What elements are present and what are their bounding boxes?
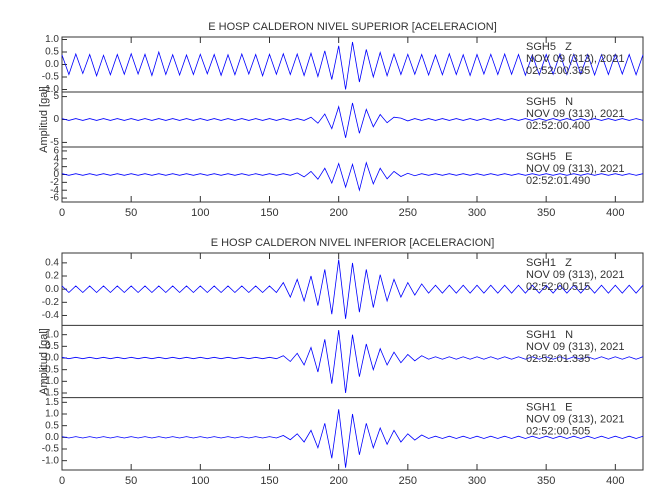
time-label: 02:52:01.335 [526, 353, 590, 365]
trace [61, 259, 644, 319]
x-tick-label: 100 [191, 207, 209, 219]
y-tick-label: 0 [53, 169, 59, 180]
y-tick-label: 1.0 [45, 34, 59, 45]
trace [61, 161, 644, 192]
station-label: SGH5 Z [526, 41, 572, 53]
date-label: NOV 09 (313), 2021 [526, 269, 624, 281]
time-label: 02:52:00.400 [526, 120, 590, 132]
y-tick-label: 4 [53, 153, 59, 164]
x-tick-label: 0 [59, 475, 65, 487]
y-tick-label: -0.2 [42, 297, 60, 308]
y-tick-label: -4 [50, 185, 59, 196]
y-tick-label: 0.0 [45, 432, 59, 443]
panel-frame [61, 252, 644, 471]
panel-title: E HOSP CALDERON NIVEL SUPERIOR [ACELERAC… [208, 21, 497, 33]
x-tick-label: 350 [537, 207, 555, 219]
date-label: NOV 09 (313), 2021 [526, 53, 624, 65]
y-axis-label: Amplitud [gal] [38, 86, 50, 153]
date-label: NOV 09 (313), 2021 [526, 163, 624, 175]
x-tick-label: 150 [260, 207, 278, 219]
x-tick-label: 50 [125, 475, 137, 487]
date-label: NOV 09 (313), 2021 [526, 414, 624, 426]
y-tick-label: 0 [53, 114, 59, 125]
station-label: SGH1 N [526, 329, 573, 341]
date-label: NOV 09 (313), 2021 [526, 108, 624, 120]
y-tick-label: 0.5 [45, 420, 59, 431]
station-label: SGH1 E [526, 402, 572, 414]
y-tick-label: 1.0 [45, 409, 59, 420]
trace [61, 41, 644, 90]
y-tick-label: 5 [53, 91, 59, 102]
x-tick-label: 50 [125, 207, 137, 219]
y-tick-label: -0.5 [42, 364, 60, 375]
y-tick-label: -1.0 [42, 84, 60, 95]
station-label: SGH5 E [526, 151, 572, 163]
station-label: SGH5 N [526, 96, 573, 108]
y-tick-label: 0.0 [45, 59, 59, 70]
y-tick-label: -0.5 [42, 72, 60, 83]
x-tick-label: 150 [260, 475, 278, 487]
y-tick-label: 0.0 [45, 353, 59, 364]
x-tick-label: 200 [329, 475, 347, 487]
y-tick-label: 0.5 [45, 341, 59, 352]
y-tick-label: -2 [50, 177, 59, 188]
y-tick-label: 0.0 [45, 284, 59, 295]
y-tick-label: -1.0 [42, 455, 60, 466]
x-tick-label: 0 [59, 207, 65, 219]
x-tick-label: 250 [399, 207, 417, 219]
x-tick-label: 400 [606, 207, 624, 219]
y-tick-label: 0.2 [45, 271, 59, 282]
y-tick-label: 2 [53, 161, 59, 172]
x-tick-label: 400 [606, 475, 624, 487]
x-tick-label: 300 [468, 475, 486, 487]
x-tick-label: 250 [399, 475, 417, 487]
y-tick-label: 1.5 [45, 397, 59, 408]
y-tick-label: -1.0 [42, 376, 60, 387]
x-tick-label: 300 [468, 207, 486, 219]
y-tick-label: -5 [50, 137, 59, 148]
y-axis-label: Amplitud [gal] [38, 328, 50, 395]
y-tick-label: -1.5 [42, 388, 60, 399]
x-tick-label: 200 [329, 207, 347, 219]
station-label: SGH1 Z [526, 257, 572, 269]
time-label: 02:52:00.515 [526, 281, 590, 293]
y-tick-label: 6 [53, 146, 59, 157]
y-tick-label: 0.4 [45, 258, 59, 269]
y-tick-label: 1.0 [45, 329, 59, 340]
panel-title: E HOSP CALDERON NIVEL INFERIOR [ACELERAC… [211, 237, 495, 249]
x-tick-label: 100 [191, 475, 209, 487]
y-tick-label: -6 [50, 193, 59, 204]
x-tick-label: 350 [537, 475, 555, 487]
y-tick-label: 0.5 [45, 47, 59, 58]
trace [61, 329, 644, 394]
y-tick-label: -0.5 [42, 444, 60, 455]
date-label: NOV 09 (313), 2021 [526, 341, 624, 353]
y-tick-label: -0.4 [42, 310, 60, 321]
trace [61, 409, 644, 468]
time-label: 02:52:00.505 [526, 426, 590, 438]
time-label: 02:52:01.490 [526, 175, 590, 187]
trace [61, 102, 644, 138]
time-label: 02:52:00.335 [526, 65, 590, 77]
